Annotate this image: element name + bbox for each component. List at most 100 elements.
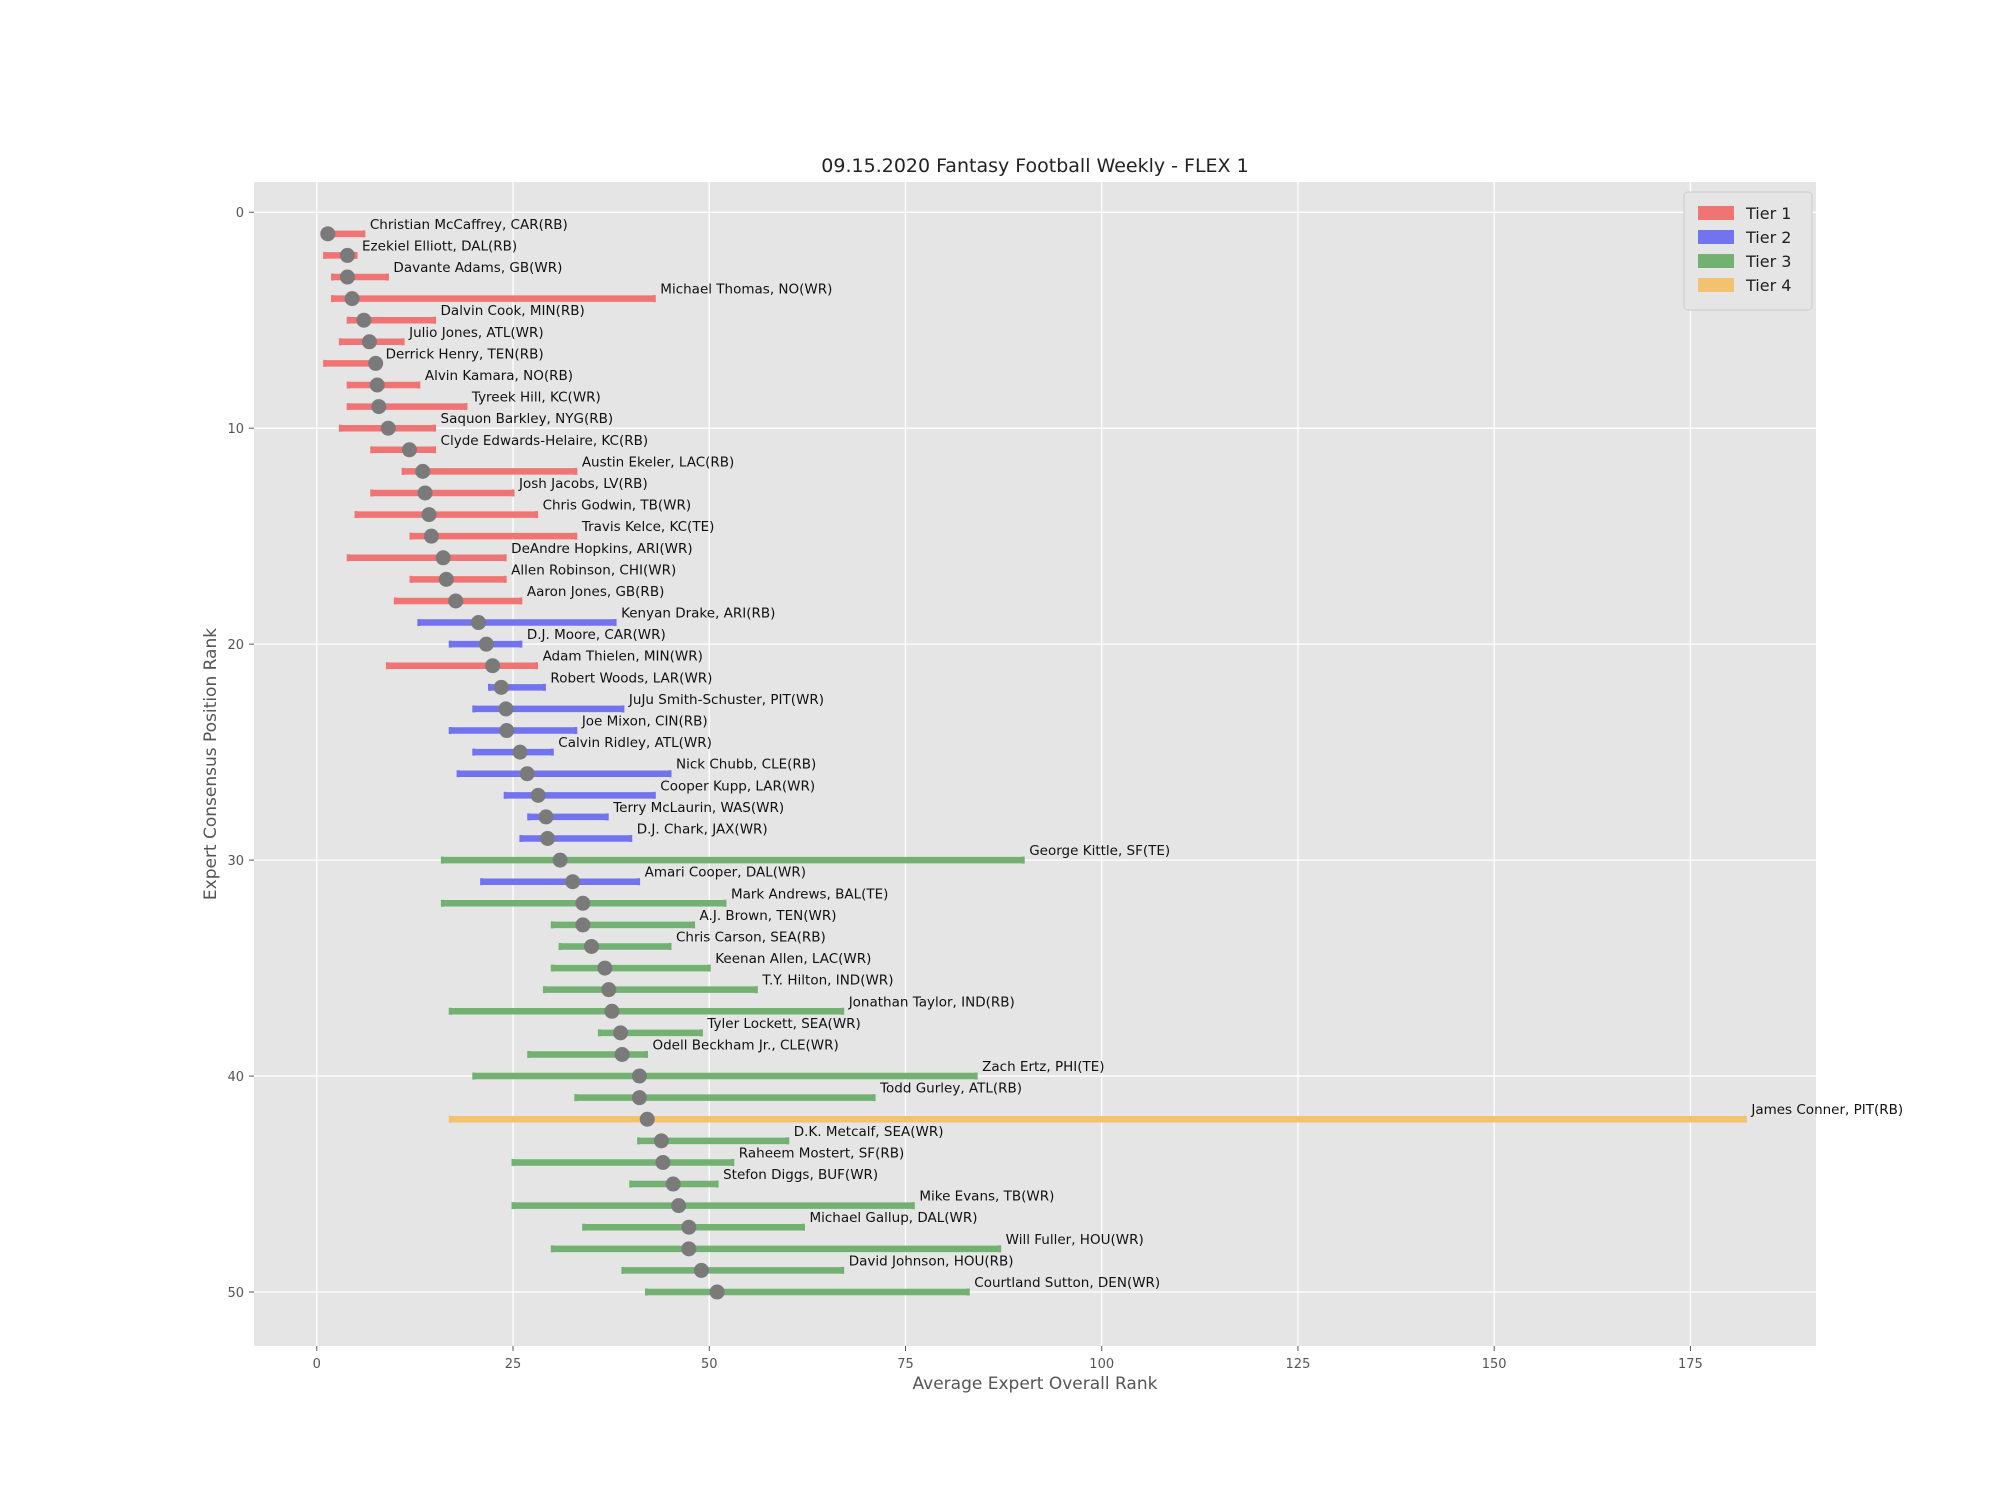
player-label: T.Y. Hilton, IND(WR) xyxy=(761,973,893,989)
player-label: Saquon Barkley, NYG(RB) xyxy=(441,411,614,427)
avg-rank-point xyxy=(415,463,431,479)
avg-rank-point xyxy=(368,355,384,371)
avg-rank-point xyxy=(671,1198,687,1214)
legend-swatch xyxy=(1698,278,1734,292)
player-label: Joe Mixon, CIN(RB) xyxy=(581,714,708,730)
player-label: Keenan Allen, LAC(WR) xyxy=(715,951,871,967)
player-label: James Conner, PIT(RB) xyxy=(1750,1102,1903,1118)
y-axis-label: Expert Consensus Position Rank xyxy=(201,628,221,900)
plot-background xyxy=(254,182,1816,1346)
avg-rank-point xyxy=(401,442,417,458)
player-label: Michael Gallup, DAL(WR) xyxy=(809,1210,977,1226)
legend: Tier 1 Tier 2 Tier 3 Tier 4 xyxy=(1683,191,1813,311)
legend-label: Tier 2 xyxy=(1745,228,1791,247)
player-label: Alvin Kamara, NO(RB) xyxy=(425,368,573,384)
x-tick-label: 175 xyxy=(1678,1357,1703,1372)
player-label: Clyde Edwards-Helaire, KC(RB) xyxy=(441,433,649,449)
avg-rank-point xyxy=(665,1176,681,1192)
avg-rank-point xyxy=(639,1111,655,1127)
player-label: Dalvin Cook, MIN(RB) xyxy=(441,303,585,319)
x-tick-label: 100 xyxy=(1089,1357,1114,1372)
avg-rank-point xyxy=(339,247,355,263)
avg-rank-point xyxy=(575,895,591,911)
player-label: Michael Thomas, NO(WR) xyxy=(660,282,832,298)
x-tick-label: 25 xyxy=(505,1357,522,1372)
avg-rank-point xyxy=(512,744,528,760)
avg-rank-point xyxy=(380,420,396,436)
player-label: Jonathan Taylor, IND(RB) xyxy=(848,994,1015,1010)
avg-rank-point xyxy=(361,334,377,350)
avg-rank-point xyxy=(631,1068,647,1084)
avg-rank-point xyxy=(498,701,514,717)
player-label: Julio Jones, ATL(WR) xyxy=(408,325,544,341)
avg-rank-point xyxy=(371,399,387,415)
x-axis-label: Average Expert Overall Rank xyxy=(913,1374,1158,1394)
player-label: Mark Andrews, BAL(TE) xyxy=(731,886,889,902)
player-label: JuJu Smith-Schuster, PIT(WR) xyxy=(628,692,824,708)
legend-label: Tier 4 xyxy=(1745,276,1791,295)
player-label: Zach Ertz, PHI(TE) xyxy=(982,1059,1104,1075)
legend-swatch xyxy=(1698,206,1734,220)
x-tick-label: 0 xyxy=(313,1357,321,1372)
avg-rank-point xyxy=(653,1133,669,1149)
avg-rank-point xyxy=(584,938,600,954)
player-labels: Christian McCaffrey, CAR(RB) Ezekiel Elli… xyxy=(362,217,1903,1291)
legend-swatch xyxy=(1698,230,1734,244)
avg-rank-point xyxy=(693,1262,709,1278)
player-label: Courtland Sutton, DEN(WR) xyxy=(974,1275,1160,1291)
y-tick-label: 0 xyxy=(236,206,244,221)
chart-title: 09.15.2020 Fantasy Football Weekly - FLE… xyxy=(821,155,1248,177)
x-tick-label: 125 xyxy=(1286,1357,1311,1372)
player-label: Odell Beckham Jr., CLE(WR) xyxy=(652,1037,838,1053)
player-label: David Johnson, HOU(RB) xyxy=(849,1253,1014,1269)
avg-rank-point xyxy=(344,291,360,307)
player-label: Todd Gurley, ATL(RB) xyxy=(879,1081,1022,1097)
player-label: D.J. Moore, CAR(WR) xyxy=(527,627,666,643)
player-label: Ezekiel Elliott, DAL(RB) xyxy=(362,238,517,254)
player-label: Raheem Mostert, SF(RB) xyxy=(739,1145,904,1161)
player-label: Travis Kelce, KC(TE) xyxy=(581,519,715,535)
player-label: Aaron Jones, GB(RB) xyxy=(527,584,665,600)
legend-label: Tier 1 xyxy=(1745,204,1791,223)
avg-rank-point xyxy=(604,1003,620,1019)
avg-rank-point xyxy=(369,377,385,393)
player-label: D.J. Chark, JAX(WR) xyxy=(637,822,768,838)
player-label: Kenyan Drake, ARI(RB) xyxy=(621,606,775,622)
avg-rank-point xyxy=(575,917,591,933)
data-points xyxy=(320,226,725,1300)
avg-rank-point xyxy=(631,1090,647,1106)
avg-rank-point xyxy=(438,571,454,587)
y-tick-label: 50 xyxy=(227,1286,244,1301)
avg-rank-point xyxy=(421,507,437,523)
avg-rank-point xyxy=(601,982,617,998)
avg-rank-point xyxy=(423,528,439,544)
player-label: Calvin Ridley, ATL(WR) xyxy=(558,735,712,751)
player-label: Cooper Kupp, LAR(WR) xyxy=(660,778,815,794)
player-label: Allen Robinson, CHI(WR) xyxy=(511,562,676,578)
legend-label: Tier 3 xyxy=(1745,252,1791,271)
avg-rank-point xyxy=(435,550,451,566)
avg-rank-point xyxy=(417,485,433,501)
player-label: Austin Ekeler, LAC(RB) xyxy=(582,454,735,470)
player-label: Amari Cooper, DAL(WR) xyxy=(645,865,806,881)
player-label: Josh Jacobs, LV(RB) xyxy=(518,476,648,492)
y-tick-label: 10 xyxy=(227,422,244,437)
avg-rank-point xyxy=(613,1025,629,1041)
avg-rank-point xyxy=(597,960,613,976)
y-tick-label: 40 xyxy=(227,1070,244,1085)
avg-rank-point xyxy=(470,615,486,631)
avg-rank-point xyxy=(499,723,515,739)
avg-rank-point xyxy=(356,312,372,328)
y-tick-label: 30 xyxy=(227,854,244,869)
x-tick-label: 75 xyxy=(897,1357,914,1372)
x-tick-label: 150 xyxy=(1482,1357,1507,1372)
avg-rank-point xyxy=(519,766,535,782)
avg-rank-point xyxy=(530,787,546,803)
legend-swatch xyxy=(1698,254,1734,268)
player-label: Nick Chubb, CLE(RB) xyxy=(676,757,816,773)
player-label: Tyler Lockett, SEA(WR) xyxy=(706,1016,860,1032)
player-label: George Kittle, SF(TE) xyxy=(1029,843,1170,859)
player-label: Terry McLaurin, WAS(WR) xyxy=(612,800,784,816)
player-label: DeAndre Hopkins, ARI(WR) xyxy=(511,541,693,557)
